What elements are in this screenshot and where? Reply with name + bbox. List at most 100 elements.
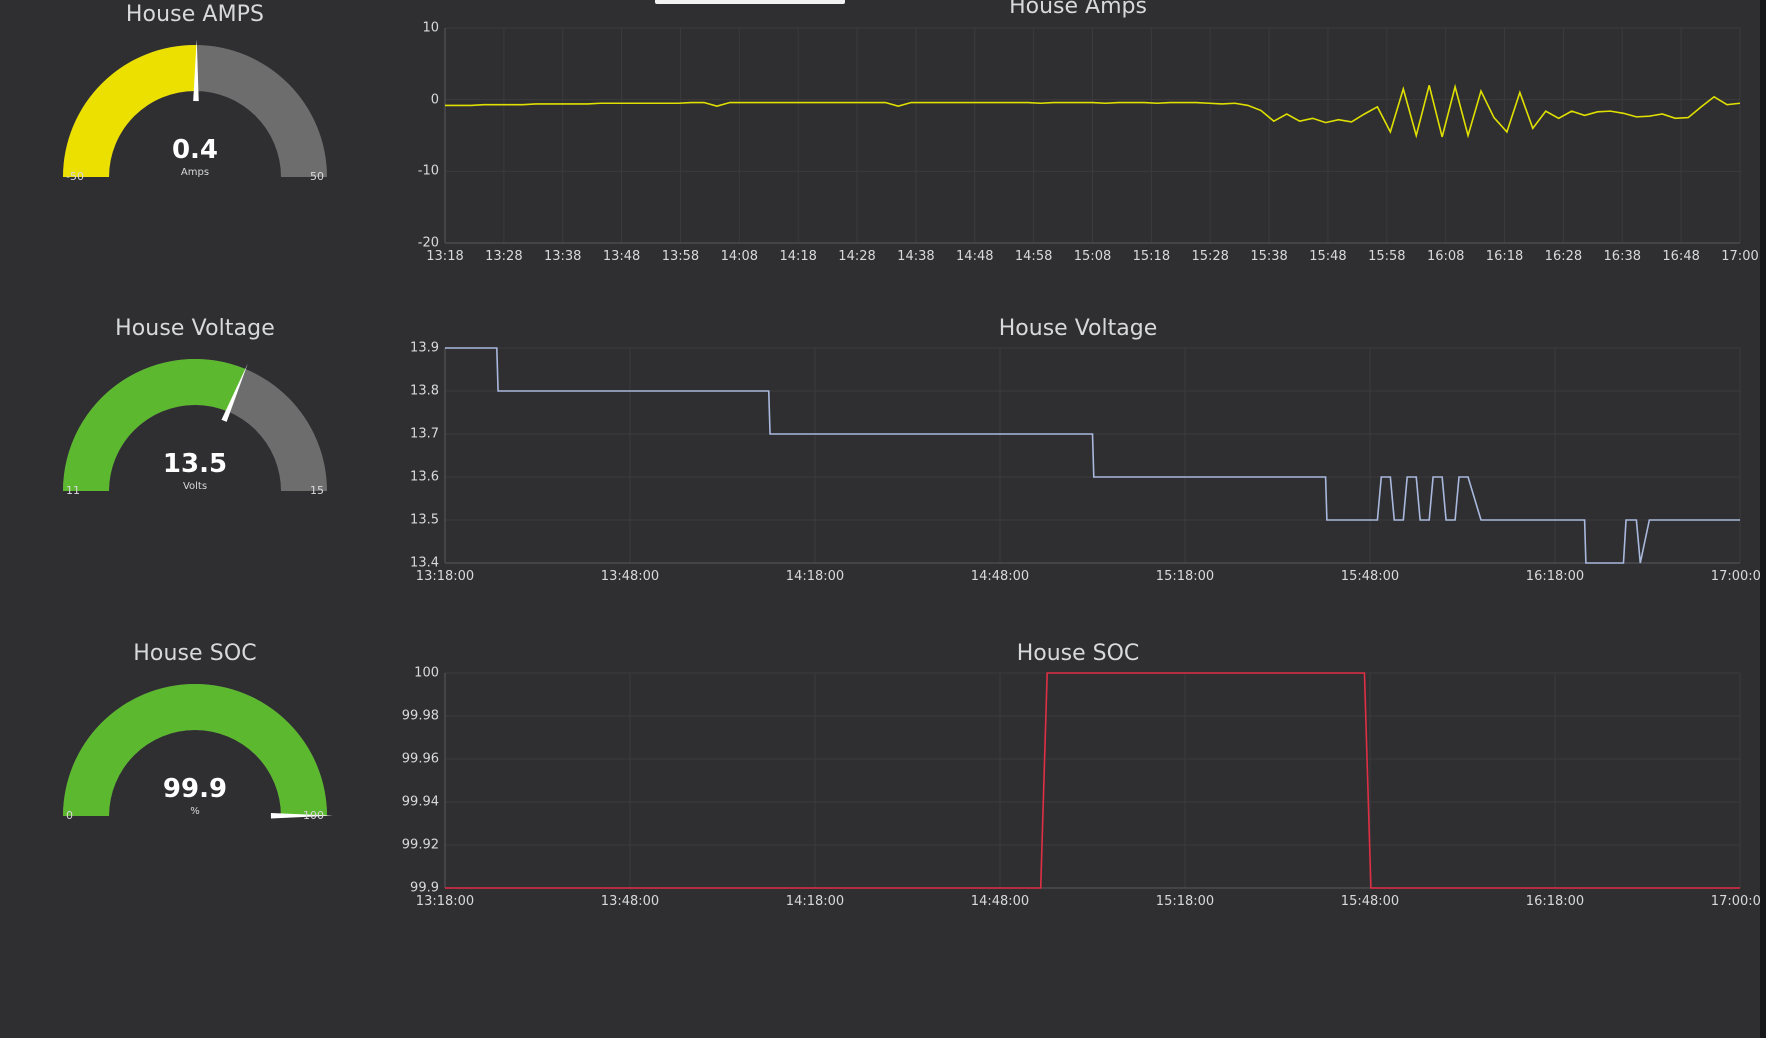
chart-gridlines (444, 27, 1741, 244)
chart-x-tick-label: 14:18:00 (785, 894, 845, 909)
dashboard-row-voltage: House Voltage 13.5 Volts 11 15 House Voltag… (0, 300, 1766, 625)
chart-y-tick-label: 13.6 (410, 469, 439, 485)
chart-x-tick-label: 16:28 (1544, 249, 1583, 264)
chart-y-tick-label: 99.92 (401, 837, 439, 853)
chart-y-tick-label: 0 (430, 92, 439, 108)
chart-y-tick-label: -10 (417, 163, 439, 179)
chart-x-tick-label: 17:00:00 (1710, 894, 1766, 909)
dashboard-row-amps: House AMPS 0.4 Amps -50 50 House Amps 10 0 -1… (0, 0, 1766, 300)
chart-x-tick-label: 16:08 (1426, 249, 1465, 264)
chart-x-tick-label: 17:00 (1721, 249, 1759, 264)
chart-x-tick-label: 13:28 (485, 249, 523, 264)
plot-house-soc[interactable]: 100 99.98 99.96 99.94 99.92 99.9 13:18:00 13:48… (402, 666, 1766, 910)
chart-x-tick-label: 15:18:00 (1155, 894, 1215, 909)
panel-title-house-amps-chart: House Amps (1009, 0, 1147, 19)
gauge-arc-svg (63, 359, 327, 491)
plot-house-voltage[interactable]: 13.9 13.8 13.7 13.6 13.5 13.4 13:18:00 13:48:00… (410, 341, 1766, 585)
chart-y-tick-label: 99.94 (401, 794, 439, 810)
gauge-house-soc: 99.9% 0 100 (60, 666, 333, 826)
chart-x-tick-label: 13:58 (661, 249, 700, 264)
panel-title-house-voltage-chart: House Voltage (998, 316, 1158, 341)
chart-y-tick-label: 13.9 (410, 340, 439, 356)
chart-x-tick-label: 13:48:00 (600, 569, 660, 584)
panel-title-house-amps-gauge: House AMPS (125, 2, 265, 27)
chart-x-tick-label: 13:38 (543, 249, 582, 264)
chart-y-tick-label: 10 (422, 20, 439, 36)
gauge-house-amps: 0.4 Amps -50 50 (60, 27, 330, 187)
panel-house-amps-chart[interactable]: House Amps 10 0 -10 -20 13:18 13:28 13:38 13:48… (390, 0, 1766, 300)
chart-x-tick-label: 15:48:00 (1340, 569, 1400, 584)
chart-svg (444, 27, 1741, 244)
chart-y-tick-label: 13.8 (410, 383, 439, 399)
chart-x-tick-label: 14:58 (1014, 249, 1053, 264)
gauge-max-label: 15 (310, 484, 324, 497)
gauge-needle (221, 363, 248, 422)
chart-x-tick-label: 15:18:00 (1155, 569, 1215, 584)
dashboard-row-soc: House SOC 99.9% 0 100 House SOC 100 99.98 99… (0, 625, 1766, 1038)
gauge-value-text: 99.9 (162, 774, 228, 804)
chart-y-tick-label: 99.96 (401, 751, 439, 767)
chart-x-tick-label: 13:18 (426, 249, 464, 264)
chart-x-tick-label: 13:18:00 (415, 894, 475, 909)
chart-gridlines (444, 672, 1741, 889)
chart-x-tick-label: 15:38 (1250, 249, 1288, 264)
chart-x-tick-label: 14:48:00 (970, 569, 1030, 584)
chart-x-tick-label: 16:18:00 (1525, 569, 1585, 584)
chart-x-tick-label: 14:48:00 (970, 894, 1030, 909)
chart-x-tick-label: 13:48 (602, 249, 641, 264)
chart-y-tick-label: 99.9 (410, 880, 439, 896)
gauge-value-arc (63, 359, 246, 491)
chart-x-tick-label: 17:00:00 (1710, 569, 1766, 584)
chart-svg (444, 347, 1741, 564)
chart-x-tick-label: 15:18 (1132, 249, 1171, 264)
gauge-max-label: 50 (310, 170, 324, 183)
chart-x-tick-label: 13:18:00 (415, 569, 475, 584)
gauge-value-text: 0.4 (171, 135, 219, 165)
panel-house-voltage-chart[interactable]: House Voltage 13.9 13.8 13.7 13.6 13.5 13.4 13… (390, 300, 1766, 625)
scrollbar-track[interactable] (1760, 0, 1766, 1038)
chart-series-line (445, 347, 1740, 564)
chart-x-tick-label: 14:18:00 (785, 569, 845, 584)
chart-y-tick-label: 99.98 (401, 708, 439, 724)
chart-x-tick-label: 14:48 (956, 249, 994, 264)
panel-house-voltage-gauge[interactable]: House Voltage 13.5 Volts 11 15 (0, 300, 390, 625)
chart-x-tick-label: 13:48:00 (600, 894, 660, 909)
panel-title-house-soc-chart: House SOC (1016, 641, 1140, 666)
chart-x-tick-label: 16:18 (1485, 249, 1524, 264)
chart-x-tick-label: 16:48 (1662, 249, 1700, 264)
chart-series-line (445, 83, 1741, 139)
gauge-needle (270, 812, 333, 819)
gauge-value-text: 13.5 (162, 449, 228, 479)
chart-y-tick-label: 13.5 (410, 512, 439, 528)
tooltip-strip (655, 0, 845, 4)
chart-svg (444, 672, 1741, 889)
gauge-value-arc (63, 44, 197, 177)
gauge-min-label: -50 (66, 170, 84, 183)
gauge-arc-svg (63, 683, 333, 819)
chart-x-tick-label: 14:18 (779, 249, 817, 264)
chart-x-tick-label: 14:08 (720, 249, 759, 264)
chart-x-tick-label: 14:38 (897, 249, 935, 264)
gauge-unit-label: Amps (180, 167, 210, 178)
plot-house-amps[interactable]: 10 0 -10 -20 13:18 13:28 13:38 13:48 13:58 14:08 1… (418, 21, 1759, 265)
chart-y-tick-label: 13.7 (410, 426, 439, 442)
chart-x-tick-label: 15:48 (1309, 249, 1347, 264)
panel-title-house-soc-gauge: House SOC (133, 641, 257, 666)
chart-x-tick-label: 15:58 (1368, 249, 1406, 264)
gauge-unit-label: Volts (182, 481, 208, 492)
gauge-max-label: 100 (303, 809, 324, 822)
chart-y-tick-label: 13.4 (410, 555, 439, 571)
gauge-arc-svg (63, 39, 327, 177)
chart-x-tick-label: 14:28 (838, 249, 876, 264)
chart-y-tick-label: 100 (414, 665, 439, 681)
panel-house-soc-gauge[interactable]: House SOC 99.9% 0 100 (0, 625, 390, 1038)
panel-house-amps-gauge[interactable]: House AMPS 0.4 Amps -50 50 (0, 0, 390, 300)
gauge-min-label: 11 (66, 484, 80, 497)
chart-gridlines (444, 347, 1741, 564)
gauge-value-arc (63, 683, 327, 816)
chart-x-tick-label: 16:38 (1603, 249, 1641, 264)
panel-house-soc-chart[interactable]: House SOC 100 99.98 99.96 99.94 99.92 99.9 13:… (390, 625, 1766, 1038)
gauge-min-label: 0 (66, 809, 73, 822)
chart-x-tick-label: 15:08 (1073, 249, 1112, 264)
